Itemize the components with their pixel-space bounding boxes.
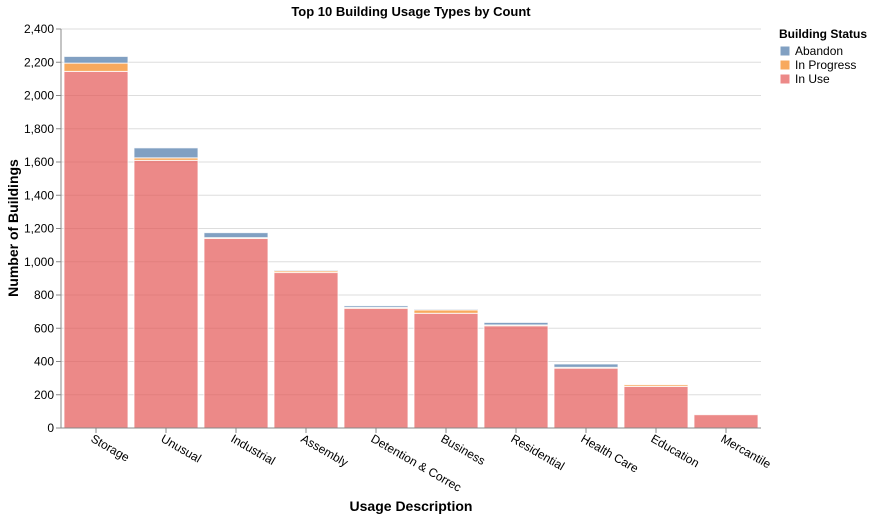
y-tick-label-9: 1,800 (24, 122, 54, 136)
x-tick-label-0: Storage (89, 431, 133, 464)
x-tick-label-7: Health Care (579, 431, 642, 475)
x-tick-label-2: Industrial (229, 431, 278, 467)
bar-0-series-2 (63, 55, 129, 64)
legend-swatch-0 (779, 45, 791, 57)
bar-9-series-0 (693, 414, 759, 429)
y-tick-label-5: 1,000 (24, 255, 54, 269)
bar-0-series-1 (63, 62, 129, 72)
bar-5-series-2 (413, 308, 479, 311)
legend-label-2: In Use (795, 72, 830, 86)
y-tick-label-11: 2,200 (24, 55, 54, 69)
y-tick-label-1: 200 (34, 388, 54, 402)
bar-5-series-0 (413, 312, 479, 429)
x-tick-label-9: Mercantile (719, 431, 774, 471)
bar-1-series-0 (133, 159, 199, 429)
y-tick-label-7: 1,400 (24, 188, 54, 202)
legend-swatch-1 (779, 59, 791, 71)
y-tick-label-12: 2,400 (24, 22, 54, 36)
bar-3-series-2 (273, 269, 339, 272)
bars (63, 55, 759, 429)
x-tick-label-3: Assembly (299, 431, 351, 469)
y-tick-label-4: 800 (34, 288, 54, 302)
x-tick-label-5: Business (439, 431, 488, 467)
y-tick-label-0: 0 (47, 421, 54, 435)
bar-4-series-0 (343, 307, 409, 429)
bar-8-series-1 (623, 384, 689, 387)
y-tick-label-3: 600 (34, 321, 54, 335)
y-tick-label-8: 1,600 (24, 155, 54, 169)
y-tick-label-10: 2,000 (24, 89, 54, 103)
bar-2-series-2 (203, 232, 269, 239)
legend-label-1: In Progress (795, 58, 856, 72)
bar-7-series-2 (553, 363, 619, 368)
bar-8-series-0 (623, 385, 689, 429)
x-tick-label-6: Residential (509, 431, 567, 473)
x-axis-title: Usage Description (350, 498, 473, 514)
bar-7-series-0 (553, 367, 619, 429)
bar-6-series-0 (483, 325, 549, 429)
legend-label-0: Abandon (795, 44, 843, 58)
bar-1-series-2 (133, 147, 199, 159)
legend-swatch-2 (779, 73, 791, 85)
x-tick-label-8: Education (649, 431, 702, 470)
bar-3-series-0 (273, 272, 339, 429)
legend-title: Building Status (779, 27, 867, 41)
bar-2-series-0 (203, 237, 269, 429)
y-tick-label-6: 1,200 (24, 222, 54, 236)
y-tick-label-2: 400 (34, 355, 54, 369)
x-tick-label-1: Unusual (159, 431, 204, 465)
bar-4-series-2 (343, 305, 409, 308)
bar-0-series-0 (63, 70, 129, 429)
y-axis-title: Number of Buildings (5, 159, 21, 297)
bar-6-series-2 (483, 321, 549, 326)
chart-title: Top 10 Building Usage Types by Count (291, 4, 531, 19)
